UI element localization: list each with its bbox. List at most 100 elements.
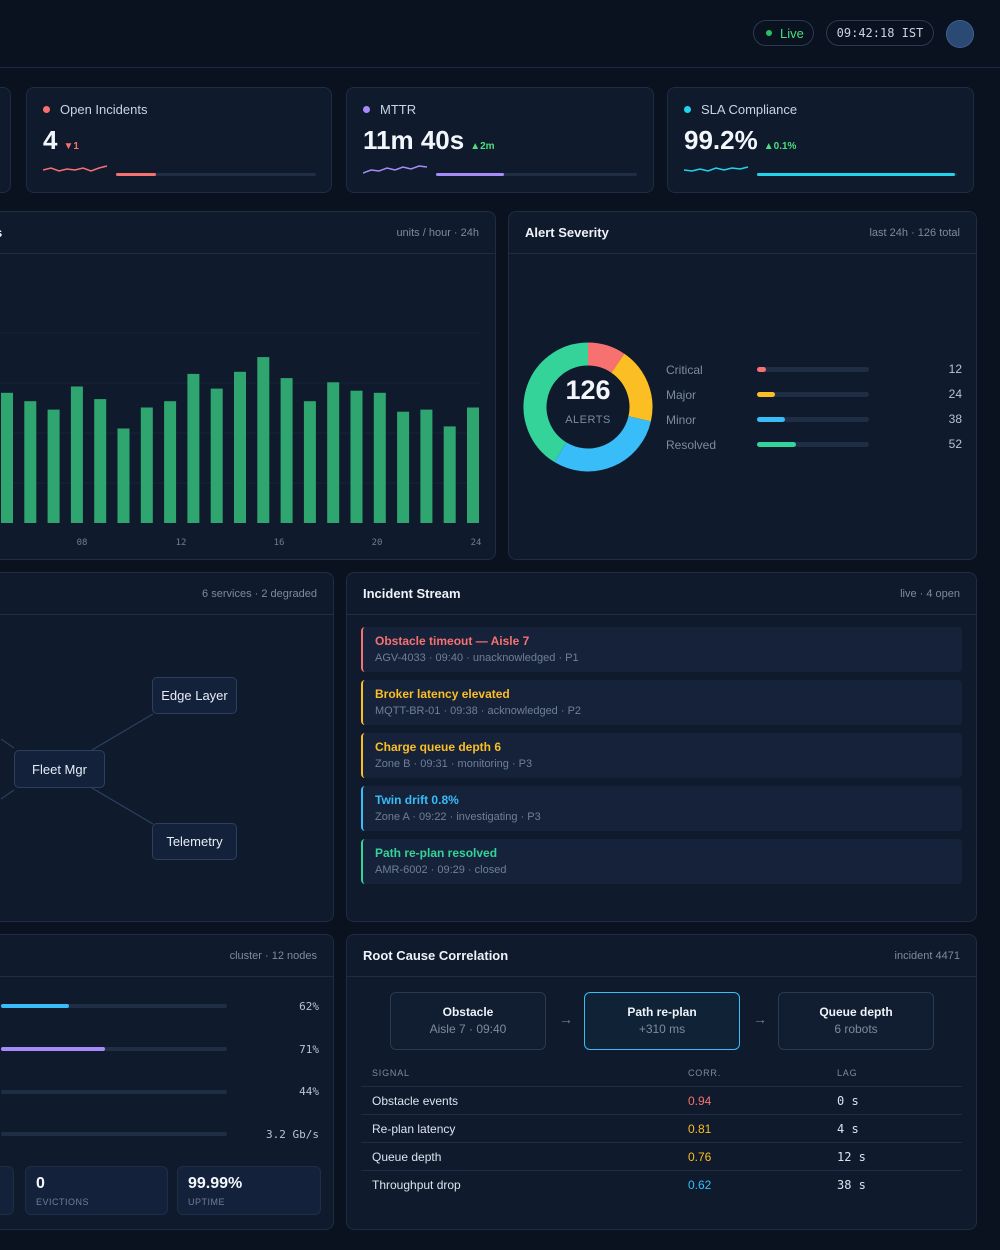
chain-step-title: Obstacle bbox=[442, 1005, 494, 1019]
kpi-card-open-incidents: Open Incidents 4 ▼1 bbox=[26, 87, 332, 193]
stat-label: EVICTIONS bbox=[36, 1197, 90, 1207]
stat-value: 0 bbox=[36, 1175, 45, 1192]
chain-step-path-replan[interactable]: Path re-plan +310 ms bbox=[584, 992, 740, 1050]
incident-item[interactable]: Path re-plan resolved AMR-6002 · 09:29 ·… bbox=[361, 839, 962, 884]
donut-slice bbox=[587, 342, 625, 374]
kpi-status-dot-icon bbox=[43, 106, 50, 113]
severity-track bbox=[757, 417, 869, 422]
panel-title: s bbox=[0, 225, 2, 240]
correlation-value: 0.94 bbox=[688, 1094, 712, 1108]
chain-step-queue-depth[interactable]: Queue depth 6 robots bbox=[778, 992, 934, 1050]
incident-subtitle: Zone B · 09:31 · monitoring · P3 bbox=[375, 758, 533, 770]
incident-title: Obstacle timeout — Aisle 7 bbox=[375, 634, 530, 648]
chart-bar bbox=[117, 428, 130, 523]
live-status-pill[interactable]: Live bbox=[753, 20, 814, 46]
x-tick-label: 12 bbox=[176, 538, 187, 548]
live-dot-icon bbox=[766, 30, 772, 36]
lag-value: 4 s bbox=[837, 1122, 859, 1136]
kpi-delta: ▼1 bbox=[63, 141, 79, 152]
chain-step-obstacle[interactable]: Obstacle Aisle 7 · 09:40 bbox=[390, 992, 546, 1050]
user-avatar[interactable] bbox=[946, 20, 974, 48]
x-tick-label: 20 bbox=[372, 538, 383, 548]
kpi-label: SLA Compliance bbox=[701, 102, 798, 117]
topology-node-fleet-mgr[interactable]: Fleet Mgr bbox=[14, 750, 105, 788]
chart-bar bbox=[257, 357, 270, 523]
kpi-progress-track bbox=[436, 173, 637, 176]
chart-bar bbox=[350, 390, 363, 523]
lag-value: 0 s bbox=[837, 1094, 859, 1108]
topology-node-telemetry[interactable]: Telemetry bbox=[152, 823, 237, 860]
severity-count: 12 bbox=[948, 362, 962, 376]
resource-value: 71% bbox=[299, 1043, 319, 1056]
column-header-lag: LAG bbox=[837, 1068, 858, 1078]
severity-fill bbox=[757, 442, 796, 447]
incident-item[interactable]: Obstacle timeout — Aisle 7 AGV-4033 · 09… bbox=[361, 627, 962, 672]
kpi-label: MTTR bbox=[380, 102, 417, 117]
panel-meta: last 24h · 126 total bbox=[869, 227, 960, 239]
chart-bar bbox=[234, 371, 246, 523]
severity-track bbox=[757, 442, 869, 447]
incident-title: Charge queue depth 6 bbox=[375, 740, 502, 754]
chart-bar bbox=[70, 386, 83, 523]
clock: 09:42:18 IST bbox=[826, 20, 934, 46]
correlation-value: 0.62 bbox=[688, 1178, 712, 1192]
severity-label: Major bbox=[666, 388, 697, 402]
chart-bar bbox=[443, 426, 456, 523]
x-tick-label: 24 bbox=[471, 538, 482, 548]
severity-fill bbox=[757, 417, 786, 422]
panel-header: Root Cause Correlation incident 4471 bbox=[347, 935, 976, 977]
stat-value: 99.99% bbox=[188, 1175, 243, 1192]
incident-stream-panel: Incident Stream live · 4 open Obstacle t… bbox=[346, 572, 977, 922]
stat-label: UPTIME bbox=[188, 1197, 226, 1207]
kpi-progress-track bbox=[757, 173, 957, 176]
severity-label: Critical bbox=[666, 363, 703, 377]
lag-value: 12 s bbox=[837, 1150, 866, 1164]
severity-count: 52 bbox=[948, 437, 962, 451]
incident-item[interactable]: Charge queue depth 6 Zone B · 09:31 · mo… bbox=[361, 733, 962, 778]
table-row: Throughput drop 0.62 38 s bbox=[361, 1170, 962, 1198]
kpi-card-partial bbox=[0, 87, 11, 193]
stat-tile-uptime: 99.99% UPTIME bbox=[177, 1166, 321, 1215]
lag-value: 38 s bbox=[837, 1178, 866, 1192]
donut-total: 126 bbox=[565, 375, 611, 405]
chart-bar bbox=[94, 399, 107, 523]
kpi-delta: ▲0.1% bbox=[763, 141, 797, 152]
stat-tile-partial bbox=[0, 1166, 14, 1215]
resource-fill bbox=[1, 1004, 69, 1008]
chart-bar bbox=[1, 392, 13, 523]
incident-subtitle: Zone A · 09:22 · investigating · P3 bbox=[375, 811, 541, 823]
topology-node-edge-layer[interactable]: Edge Layer bbox=[152, 677, 237, 714]
incident-title: Path re-plan resolved bbox=[375, 846, 498, 860]
chain-step-subtitle: +310 ms bbox=[638, 1022, 686, 1036]
severity-donut-chart bbox=[523, 342, 653, 472]
table-row: Queue depth 0.76 12 s bbox=[361, 1142, 962, 1170]
arrow-right-icon: → bbox=[753, 1011, 767, 1027]
chain-step-subtitle: 6 robots bbox=[834, 1022, 878, 1036]
kpi-progress-fill bbox=[116, 173, 156, 176]
incident-item[interactable]: Twin drift 0.8% Zone A · 09:22 · investi… bbox=[361, 786, 962, 831]
sparkline-icon bbox=[363, 165, 428, 174]
cluster-resources-panel: cluster · 12 nodes 62% 71% 44% 3.2 Gb/s … bbox=[0, 934, 334, 1230]
incident-item[interactable]: Broker latency elevated MQTT-BR-01 · 09:… bbox=[361, 680, 962, 725]
resource-track bbox=[1, 1004, 227, 1008]
chart-bar bbox=[327, 382, 340, 523]
alert-severity-panel: Alert Severity last 24h · 126 total 126 … bbox=[508, 211, 977, 560]
panel-title: Incident Stream bbox=[363, 586, 461, 601]
panel-meta: 6 services · 2 degraded bbox=[202, 588, 317, 600]
incident-title: Broker latency elevated bbox=[375, 687, 510, 701]
chart-bar bbox=[24, 401, 37, 523]
chart-bar bbox=[303, 401, 316, 523]
sparkline-icon bbox=[684, 166, 749, 172]
x-tick-label: 08 bbox=[77, 538, 88, 548]
chart-bar bbox=[140, 407, 153, 523]
column-header-corr: CORR. bbox=[688, 1068, 721, 1078]
chain-step-title: Path re-plan bbox=[627, 1005, 697, 1019]
incident-title: Twin drift 0.8% bbox=[375, 793, 459, 807]
kpi-label: Open Incidents bbox=[60, 102, 148, 117]
panel-title: Alert Severity bbox=[525, 225, 609, 240]
incident-subtitle: MQTT-BR-01 · 09:38 · acknowledged · P2 bbox=[375, 705, 582, 717]
severity-count: 38 bbox=[948, 412, 962, 426]
chart-bar bbox=[187, 373, 200, 523]
kpi-value: 4 bbox=[43, 125, 58, 155]
kpi-progress-fill bbox=[757, 173, 955, 176]
